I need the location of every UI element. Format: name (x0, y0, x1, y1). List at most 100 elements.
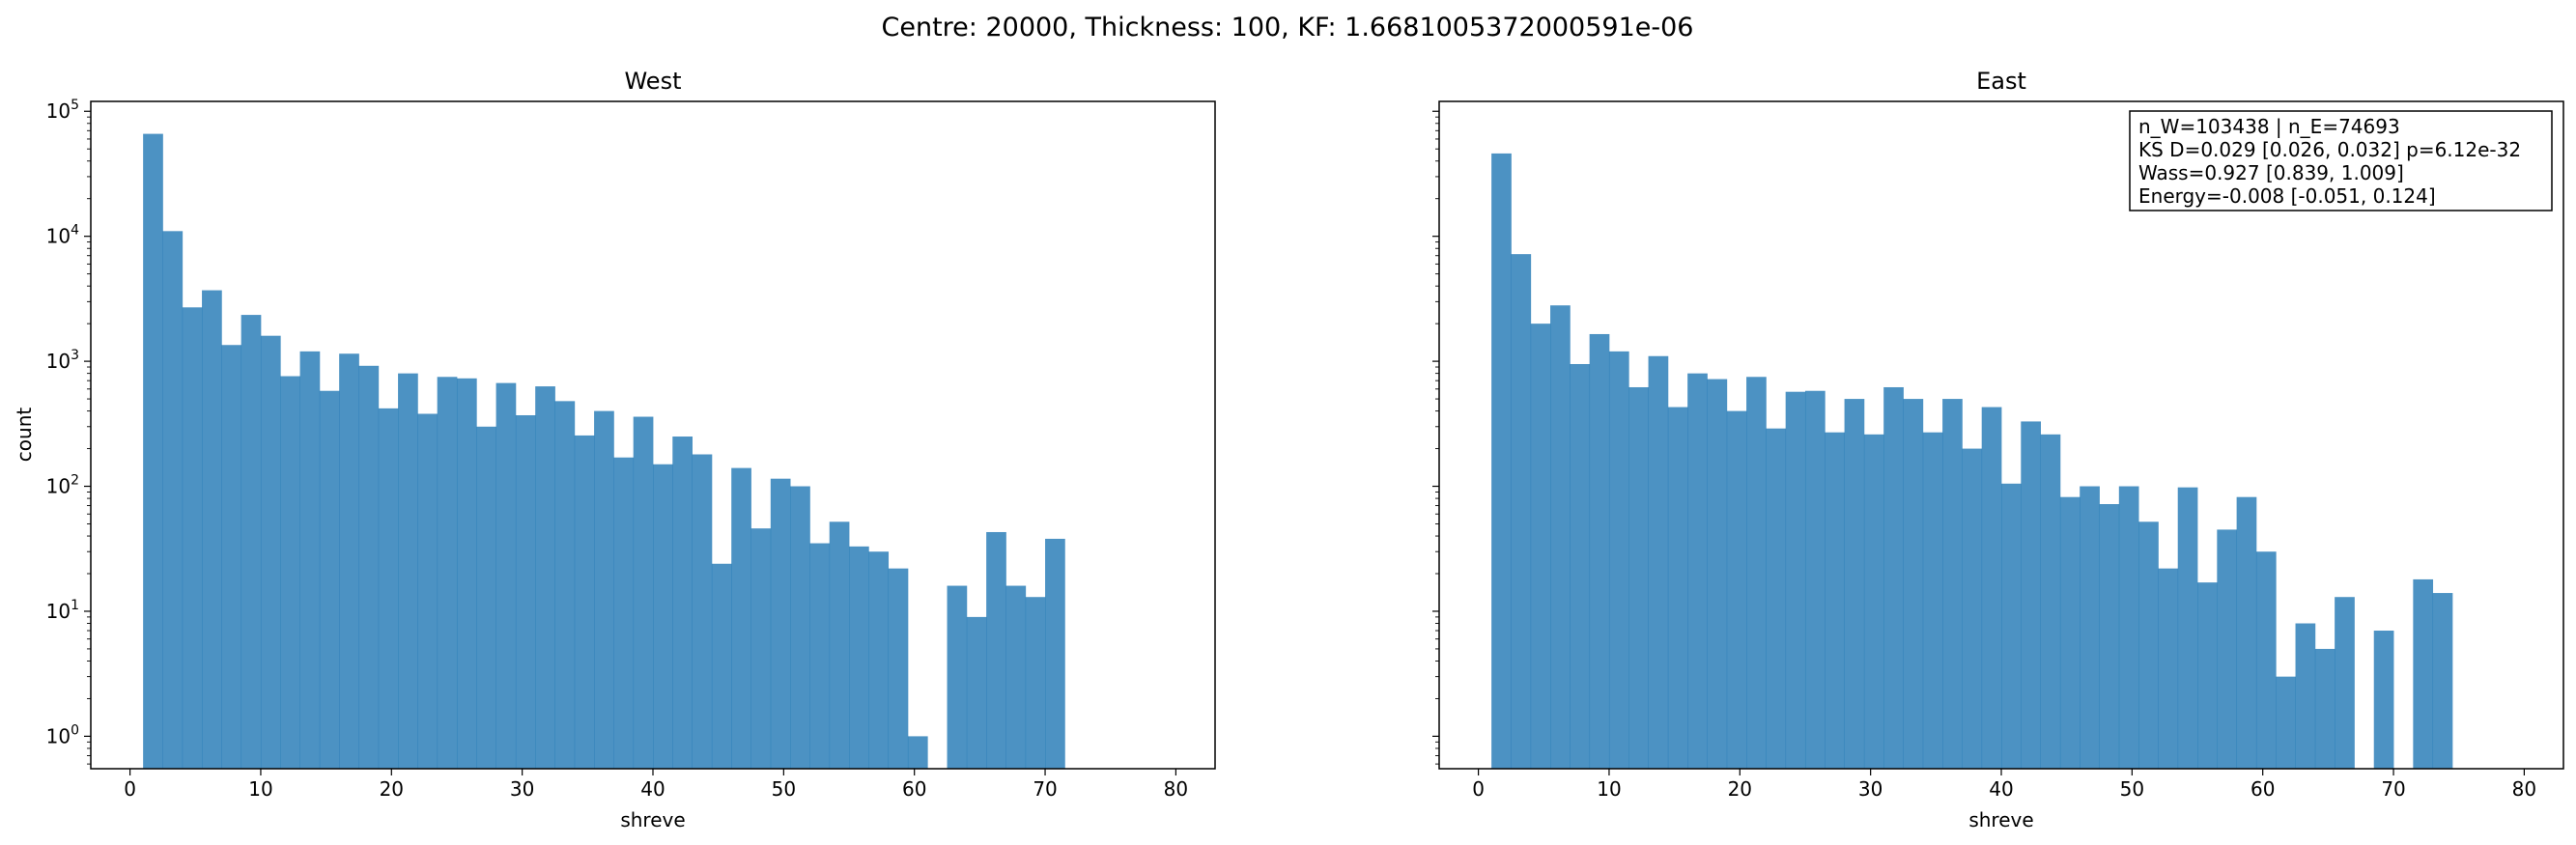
west-bar (554, 401, 576, 769)
east-bar (1589, 333, 1610, 769)
west-x-tick-label: 50 (772, 777, 796, 801)
stats-box-frame (2129, 110, 2553, 211)
west-bar (809, 543, 831, 769)
west-x-tick-label: 0 (124, 777, 136, 801)
west-y-tick-label: 104 (46, 223, 79, 248)
west-x-axis: 0 10 20 30 40 50 60 70 80 (124, 769, 1188, 801)
east-bar (1903, 399, 1924, 769)
stats-box: n_W=103438 | n_E=74693 KS D=0.029 [0.026… (2129, 110, 2553, 211)
east-panel: East 0 10 20 30 40 50 60 70 80 shreve n_W=103438… (1432, 68, 2564, 831)
west-bar (1025, 597, 1046, 769)
east-bar (2314, 648, 2335, 769)
east-bar (1726, 410, 1747, 769)
west-bar (221, 345, 242, 769)
east-panel-title: East (1976, 68, 2026, 95)
east-bar (1687, 373, 1708, 769)
east-bar (2335, 597, 2355, 769)
east-bar (1825, 432, 1845, 769)
west-x-tick-label: 60 (902, 777, 926, 801)
east-axes-frame (1438, 100, 2564, 770)
west-bar (260, 335, 281, 769)
east-x-tick-label: 0 (1472, 777, 1485, 801)
east-bar (1746, 377, 1767, 769)
west-bar (299, 351, 321, 769)
east-bar (1863, 434, 1884, 769)
west-bar (162, 231, 184, 769)
west-bar (339, 353, 359, 769)
west-bar (594, 410, 614, 769)
west-x-tick-label: 10 (248, 777, 272, 801)
west-axes-frame (90, 100, 1216, 770)
west-bar (476, 426, 496, 769)
east-bar (1628, 386, 1649, 769)
west-bar (574, 435, 595, 769)
west-y-axis: 100 101 102 103 104 105 (46, 98, 91, 765)
west-bar (1005, 585, 1027, 769)
west-bars (143, 133, 1065, 770)
west-bar (849, 546, 869, 769)
west-bar (241, 315, 262, 769)
west-bar (868, 551, 890, 769)
east-y-axis (1432, 110, 1439, 765)
west-bar (456, 378, 477, 769)
west-bar (1045, 538, 1065, 769)
east-bar (2138, 521, 2159, 769)
west-bar (280, 376, 300, 769)
west-bar (692, 454, 713, 769)
west-bar (613, 457, 635, 769)
east-bar (2373, 631, 2394, 769)
west-bar (907, 736, 928, 769)
west-bar (535, 386, 555, 769)
west-bar (143, 133, 163, 770)
west-bar (750, 528, 772, 769)
west-y-tick-label: 101 (46, 598, 79, 623)
east-x-tick-label: 30 (1858, 777, 1882, 801)
west-bar (947, 585, 968, 769)
east-bar (1570, 363, 1591, 769)
west-bar (731, 467, 751, 769)
west-y-tick-label: 102 (46, 473, 79, 498)
west-bar (888, 568, 909, 769)
east-bar (1981, 407, 2002, 769)
east-bar (1942, 399, 1963, 769)
west-bar (966, 616, 987, 769)
east-bar (2080, 486, 2100, 769)
east-bar (1707, 379, 1728, 769)
east-x-tick-label: 10 (1597, 777, 1621, 801)
west-x-label: shreve (620, 808, 685, 831)
west-panel: West 0 10 20 30 40 50 60 70 80 10010110210310410… (13, 68, 1216, 831)
west-bar (202, 290, 222, 769)
east-x-tick-label: 80 (2512, 777, 2536, 801)
stats-line-energy: Energy=-0.008 [-0.051, 0.124] (2138, 184, 2436, 208)
east-x-axis: 0 10 20 30 40 50 60 70 80 (1472, 769, 2536, 801)
east-bar (1844, 399, 1865, 769)
west-bar (398, 373, 418, 769)
stats-line-wasserstein: Wass=0.927 [0.839, 1.009] (2138, 161, 2404, 184)
west-bar (633, 416, 654, 769)
east-bar (1804, 390, 1826, 769)
west-x-tick-label: 30 (510, 777, 534, 801)
west-x-tick-label: 20 (380, 777, 404, 801)
west-bar (790, 486, 810, 769)
west-panel-title: West (624, 68, 681, 95)
west-bar (437, 377, 458, 769)
east-bars (1491, 153, 2453, 769)
west-bar (653, 464, 673, 769)
east-bar (1922, 432, 1943, 769)
west-bar (495, 382, 517, 769)
east-bar (1962, 448, 1983, 769)
east-x-tick-label: 70 (2381, 777, 2405, 801)
east-bar (1608, 351, 1629, 769)
east-bar (1491, 153, 1512, 769)
east-bar (2059, 496, 2081, 769)
east-bar (2118, 486, 2139, 769)
figure-title: Centre: 20000, Thickness: 100, KF: 1.668… (882, 13, 1694, 42)
east-bar (2040, 434, 2061, 769)
east-x-tick-label: 20 (1728, 777, 1752, 801)
west-y-tick-label: 100 (46, 722, 79, 747)
west-x-tick-label: 80 (1164, 777, 1188, 801)
east-bar (2099, 504, 2120, 769)
east-bar (2217, 529, 2238, 769)
west-bar (986, 531, 1006, 769)
